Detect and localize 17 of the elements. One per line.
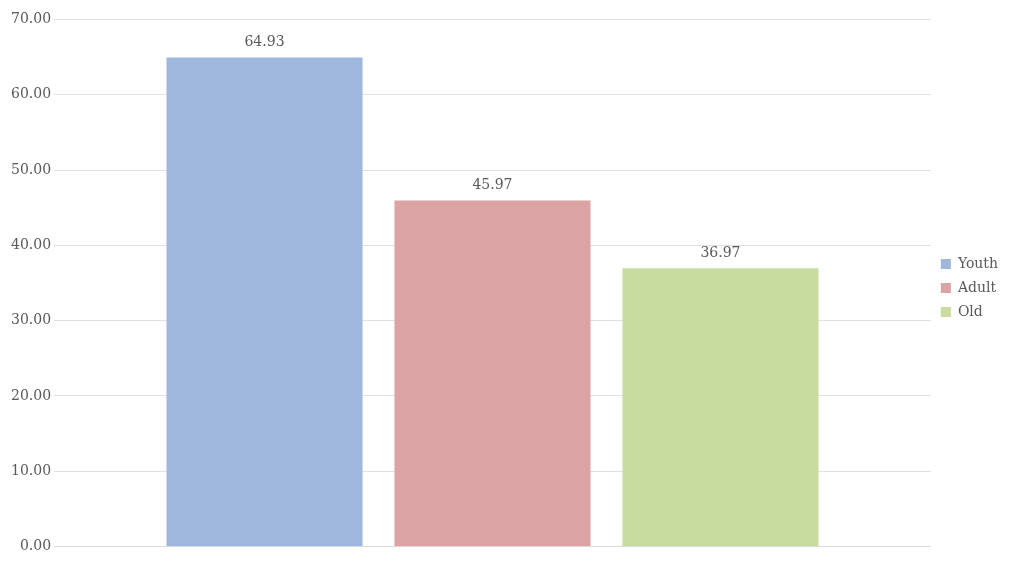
y-tick-label: 20.00 <box>10 386 52 403</box>
bar <box>394 200 591 547</box>
y-tick-label: 10.00 <box>10 461 52 478</box>
bar <box>166 57 363 547</box>
y-tick-label: 30.00 <box>10 311 52 328</box>
y-tick-label: 0.00 <box>19 537 52 554</box>
y-tick-label: 60.00 <box>10 85 52 102</box>
data-label: 45.97 <box>472 176 513 193</box>
legend-label: Youth <box>956 254 999 271</box>
legend-label: Adult <box>956 278 997 295</box>
legend-label: Old <box>957 302 983 319</box>
data-label: 64.93 <box>244 33 285 50</box>
y-tick-label: 40.00 <box>10 235 52 252</box>
y-tick-label: 50.00 <box>10 160 52 177</box>
y-tick-label: 70.00 <box>10 10 52 27</box>
bar <box>622 268 819 547</box>
data-label: 36.97 <box>700 243 741 260</box>
